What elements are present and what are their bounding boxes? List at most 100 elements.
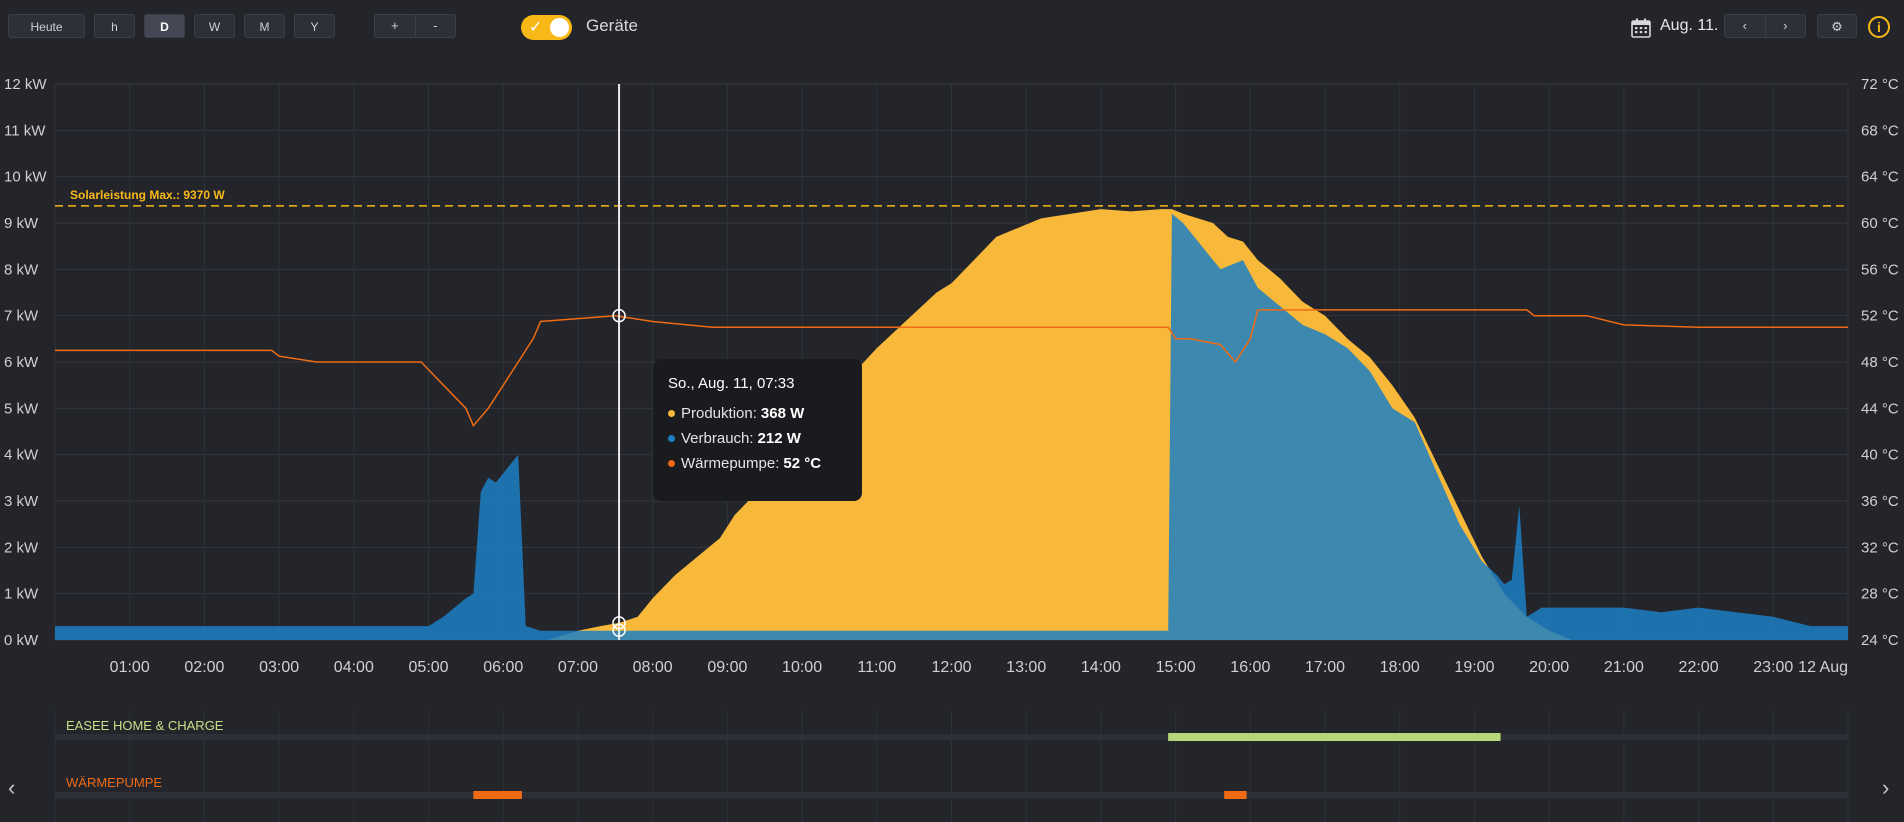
cursor-marker-production — [612, 616, 626, 630]
x-tick-label: 09:00 — [707, 659, 747, 676]
prev-day-button[interactable]: ‹ — [1742, 18, 1747, 33]
devices-label: Geräte — [586, 16, 638, 35]
heatpump-dot — [668, 460, 675, 467]
x-tick-label: 11:00 — [857, 659, 896, 676]
y-right-tick-label: 64 °C — [1861, 169, 1899, 186]
x-tick-label: 16:00 — [1230, 659, 1270, 676]
x-tick-label: 04:00 — [334, 659, 374, 676]
x-tick-label: 03:00 — [259, 659, 299, 676]
tooltip-label: Verbrauch: — [681, 430, 754, 447]
x-tick-label: 17:00 — [1305, 659, 1345, 676]
y-right-tick-label: 60 °C — [1861, 215, 1899, 232]
y-right-tick-label: 28 °C — [1861, 586, 1899, 603]
x-tick-label: 13:00 — [1006, 659, 1046, 676]
cursor-marker-consumption — [612, 623, 626, 638]
y-right-tick-label: 52 °C — [1861, 308, 1899, 325]
cursor-marker-heatpump — [612, 308, 626, 323]
energy-chart[interactable]: Solarleistung Max.: 9370 W 0 kW 1 kW 2 kW 3… — [0, 0, 1904, 700]
calendar-icon[interactable] — [1631, 18, 1651, 38]
solar-max-label: Solarleistung Max.: 9370 W — [70, 188, 225, 202]
x-tick-label: 10:00 — [782, 659, 822, 676]
tooltip-row-heatpump: Wärmepumpe: 52 °C — [668, 455, 847, 472]
x-tick-label: 12 Aug — [1798, 659, 1848, 676]
y-right-tick-label: 56 °C — [1861, 261, 1899, 278]
solar-max-line: Solarleistung Max.: 9370 W — [55, 188, 1848, 207]
next-day-button[interactable]: › — [1764, 15, 1806, 37]
tooltip-row-production: Produktion: 368 W — [668, 405, 847, 422]
y-left-tick-label: 7 kW — [4, 308, 39, 325]
y-right-tick-label: 36 °C — [1861, 493, 1899, 510]
tooltip-title: So., Aug. 11, 07:33 — [668, 375, 795, 392]
gear-icon: ⚙ — [1831, 19, 1843, 34]
y-left-tick-label: 0 kW — [4, 632, 39, 649]
y-right-tick-label: 24 °C — [1861, 632, 1899, 649]
heatpump-line — [55, 309, 1848, 428]
x-tick-label: 05:00 — [409, 659, 449, 676]
period-week-button[interactable]: W — [194, 14, 235, 38]
chart-areas — [55, 209, 1848, 640]
zoom-out-button[interactable]: - — [414, 15, 456, 37]
settings-button[interactable]: ⚙ — [1817, 14, 1857, 38]
x-tick-label: 15:00 — [1156, 659, 1196, 676]
chart-cursor — [612, 84, 626, 640]
x-tick-label: 23:00 — [1753, 659, 1793, 676]
y-right-tick-label: 48 °C — [1861, 354, 1899, 371]
tooltip-value: 52 °C — [783, 455, 822, 472]
timeline-track — [55, 734, 1848, 740]
period-day-button[interactable]: D — [144, 14, 185, 38]
check-icon: ✓ — [529, 19, 543, 36]
y-left-tick-label: 6 kW — [4, 354, 39, 371]
devices-toggle[interactable]: ✓ — [521, 15, 572, 40]
y-axis-right: 24 °C 28 °C 32 °C 36 °C 40 °C 44 °C 48 °C 52 °C… — [1861, 76, 1899, 649]
timeline-label-heatpump: WÄRMEPUMPE — [66, 775, 163, 790]
y-left-tick-label: 4 kW — [4, 447, 39, 464]
production-dot — [668, 410, 675, 417]
y-left-tick-label: 8 kW — [4, 261, 39, 278]
period-month-button[interactable]: M — [244, 14, 285, 38]
today-button[interactable]: Heute — [8, 14, 85, 38]
y-right-tick-label: 32 °C — [1861, 539, 1899, 556]
x-tick-label: 20:00 — [1529, 659, 1569, 676]
chart-tooltip: So., Aug. 11, 07:33 Produktion: 368 W Ve… — [653, 359, 862, 501]
timeline-next-button[interactable]: › — [1882, 775, 1890, 800]
x-tick-label: 18:00 — [1380, 659, 1420, 676]
x-tick-label: 14:00 — [1081, 659, 1121, 676]
period-year-button[interactable]: Y — [294, 14, 335, 38]
tooltip-label: Produktion: — [681, 405, 757, 422]
zoom-in-button[interactable]: + — [390, 18, 399, 33]
consumption-area — [55, 213, 1848, 640]
zoom-group: + - — [374, 14, 456, 38]
device-timeline[interactable] — [0, 700, 1904, 822]
timeline-track — [55, 792, 1848, 798]
y-left-tick-label: 10 kW — [4, 169, 47, 186]
period-hour-button[interactable]: h — [94, 14, 135, 38]
y-left-tick-label: 5 kW — [4, 400, 39, 417]
y-right-tick-label: 72 °C — [1861, 76, 1899, 93]
timeline-bars — [55, 733, 1848, 799]
date-nav-group: ‹ › — [1724, 14, 1806, 38]
y-left-tick-label: 3 kW — [4, 493, 39, 510]
y-left-tick-label: 12 kW — [4, 76, 47, 93]
y-right-tick-label: 68 °C — [1861, 122, 1899, 139]
tooltip-label: Wärmepumpe: — [681, 455, 780, 472]
current-date-label[interactable]: Aug. 11. — [1660, 17, 1719, 34]
y-left-tick-label: 1 kW — [4, 586, 39, 603]
timeline-interval-bar — [1168, 733, 1501, 741]
timeline-prev-button[interactable]: ‹ — [8, 775, 16, 800]
x-tick-label: 22:00 — [1679, 659, 1719, 676]
x-tick-label: 01:00 — [110, 659, 150, 676]
x-tick-label: 07:00 — [558, 659, 598, 676]
y-right-tick-label: 40 °C — [1861, 447, 1899, 464]
consumption-dot — [668, 435, 675, 442]
info-icon[interactable]: i — [1868, 16, 1890, 38]
y-axis-left: 0 kW 1 kW 2 kW 3 kW 4 kW 5 kW 6 kW 7 kW 8 kW 9 kW… — [4, 76, 47, 649]
x-tick-label: 19:00 — [1454, 659, 1494, 676]
x-axis: 01:00 02:00 03:00 04:00 05:00 06:00 07:00 08:00… — [110, 659, 1848, 676]
x-tick-label: 21:00 — [1604, 659, 1644, 676]
x-tick-label: 06:00 — [483, 659, 523, 676]
y-right-tick-label: 44 °C — [1861, 400, 1899, 417]
y-left-tick-label: 11 kW — [4, 122, 46, 139]
timeline-interval-bar — [473, 791, 522, 799]
timeline-label-ev-charger: EASEE HOME & CHARGE — [66, 718, 224, 733]
toggle-knob — [550, 18, 569, 37]
